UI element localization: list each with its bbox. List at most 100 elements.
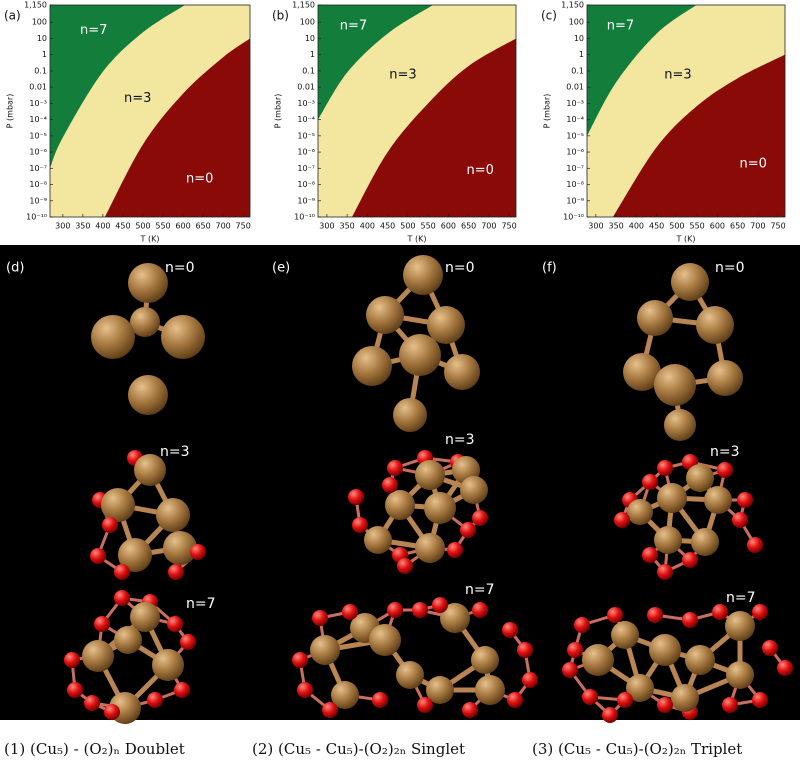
y-tick-label: 100 [300, 18, 315, 27]
cu-atom [134, 454, 166, 486]
o-atom [657, 697, 673, 713]
cu-atom [427, 306, 465, 344]
molecule [348, 450, 488, 574]
x-tick-label: 700 [216, 222, 231, 231]
o-atom [582, 689, 598, 705]
y-tick-label: 1,150 [292, 1, 315, 10]
cu-atom [611, 621, 639, 649]
o-atom [102, 517, 118, 533]
y-tick-label: 10⁻⁷ [297, 164, 315, 173]
o-atom [387, 460, 403, 476]
y-tick-label: 10⁻¹⁰ [294, 213, 315, 222]
o-atom [447, 542, 463, 558]
cu-atom [91, 315, 135, 359]
molecule [292, 597, 538, 718]
x-tick-label: 700 [481, 222, 496, 231]
o-atom [657, 564, 673, 580]
molecule [614, 454, 763, 580]
y-tick-label: 10⁻⁸ [297, 180, 315, 189]
cu-atom [424, 492, 456, 524]
cu-atom [637, 300, 673, 336]
y-tick-label: 0.01 [29, 83, 47, 92]
y-tick-label: 10⁻⁹ [29, 196, 47, 205]
x-tick-label: 550 [155, 222, 170, 231]
region-label: n=0 [186, 171, 213, 186]
cu-atom [654, 364, 696, 406]
cu-atom [152, 649, 184, 681]
x-tick-label: 400 [95, 222, 110, 231]
region-boundary [352, 38, 516, 217]
caption: (1) (Cu₅) - (O₂)ₙ Doublet [4, 740, 185, 758]
y-tick-label: 1 [42, 50, 47, 59]
o-atom [762, 640, 778, 656]
o-atom [67, 682, 83, 698]
y-tick-label: 10⁻⁵ [29, 131, 47, 140]
y-axis-label: P (mbar) [543, 94, 552, 129]
plot [318, 5, 516, 217]
cu-atom [310, 635, 340, 665]
o-atom [94, 616, 110, 632]
x-tick-label: 450 [649, 222, 664, 231]
cu-atom [471, 646, 499, 674]
o-atom [574, 617, 590, 633]
region-boundary [587, 5, 697, 136]
y-tick-label: 10⁻¹⁰ [26, 213, 47, 222]
cu-atom [649, 634, 681, 666]
o-atom [507, 692, 523, 708]
cu-atom [366, 296, 404, 334]
cu-atom [156, 498, 190, 532]
x-tick-label: 500 [135, 222, 150, 231]
cu-atom [130, 307, 160, 337]
x-tick-label: 350 [75, 222, 90, 231]
cu-atom [671, 263, 709, 301]
panel-label: (b) [272, 9, 289, 23]
o-atom [114, 564, 130, 580]
x-tick-label: 400 [360, 222, 375, 231]
o-atom [64, 652, 80, 668]
y-tick-label: 0.1 [302, 66, 315, 75]
x-tick-label: 550 [689, 222, 704, 231]
n-label: n=7 [465, 582, 495, 598]
panel-label: (e) [272, 261, 290, 276]
x-tick-label: 300 [55, 222, 70, 231]
molecule [90, 450, 206, 580]
cu-atom [671, 684, 699, 712]
y-tick-label: 10⁻³ [29, 99, 47, 108]
o-atom [682, 552, 698, 568]
o-atom [712, 604, 728, 620]
x-axis-label: T (K) [676, 235, 696, 244]
x-tick-label: 700 [750, 222, 765, 231]
x-tick-label: 650 [461, 222, 476, 231]
cu-atom [331, 681, 359, 709]
cu-atom [385, 490, 415, 520]
cu-atom [691, 528, 719, 556]
molecule [91, 263, 205, 415]
cu-atom [393, 398, 427, 432]
cu-atom [460, 476, 488, 504]
cu-atom [130, 602, 160, 632]
n-label: n=7 [726, 590, 756, 606]
y-tick-label: 10⁻⁷ [29, 164, 47, 173]
y-tick-label: 10⁻⁴ [297, 115, 315, 124]
o-atom [372, 692, 388, 708]
o-atom [617, 692, 633, 708]
n-label: n=3 [160, 444, 190, 460]
o-atom [752, 692, 768, 708]
region-label: n=3 [389, 67, 416, 82]
o-atom [84, 695, 100, 711]
o-atom [322, 702, 338, 718]
o-atom [562, 662, 578, 678]
region-label: n=3 [664, 67, 691, 82]
caption: (2) (Cu₅ - Cu₅)-(O₂)₂ₙ Singlet [252, 740, 465, 758]
y-tick-label: 0.1 [34, 66, 47, 75]
plot-frame [49, 4, 251, 218]
cu-atom [369, 624, 401, 656]
n-label: n=3 [445, 432, 475, 448]
cu-atom [657, 483, 687, 513]
cu-atom [128, 263, 168, 303]
cu-atom [475, 675, 505, 705]
region-label: n=7 [607, 19, 634, 34]
o-atom [292, 652, 308, 668]
y-tick-label: 10 [37, 34, 47, 43]
o-atom [104, 704, 120, 720]
